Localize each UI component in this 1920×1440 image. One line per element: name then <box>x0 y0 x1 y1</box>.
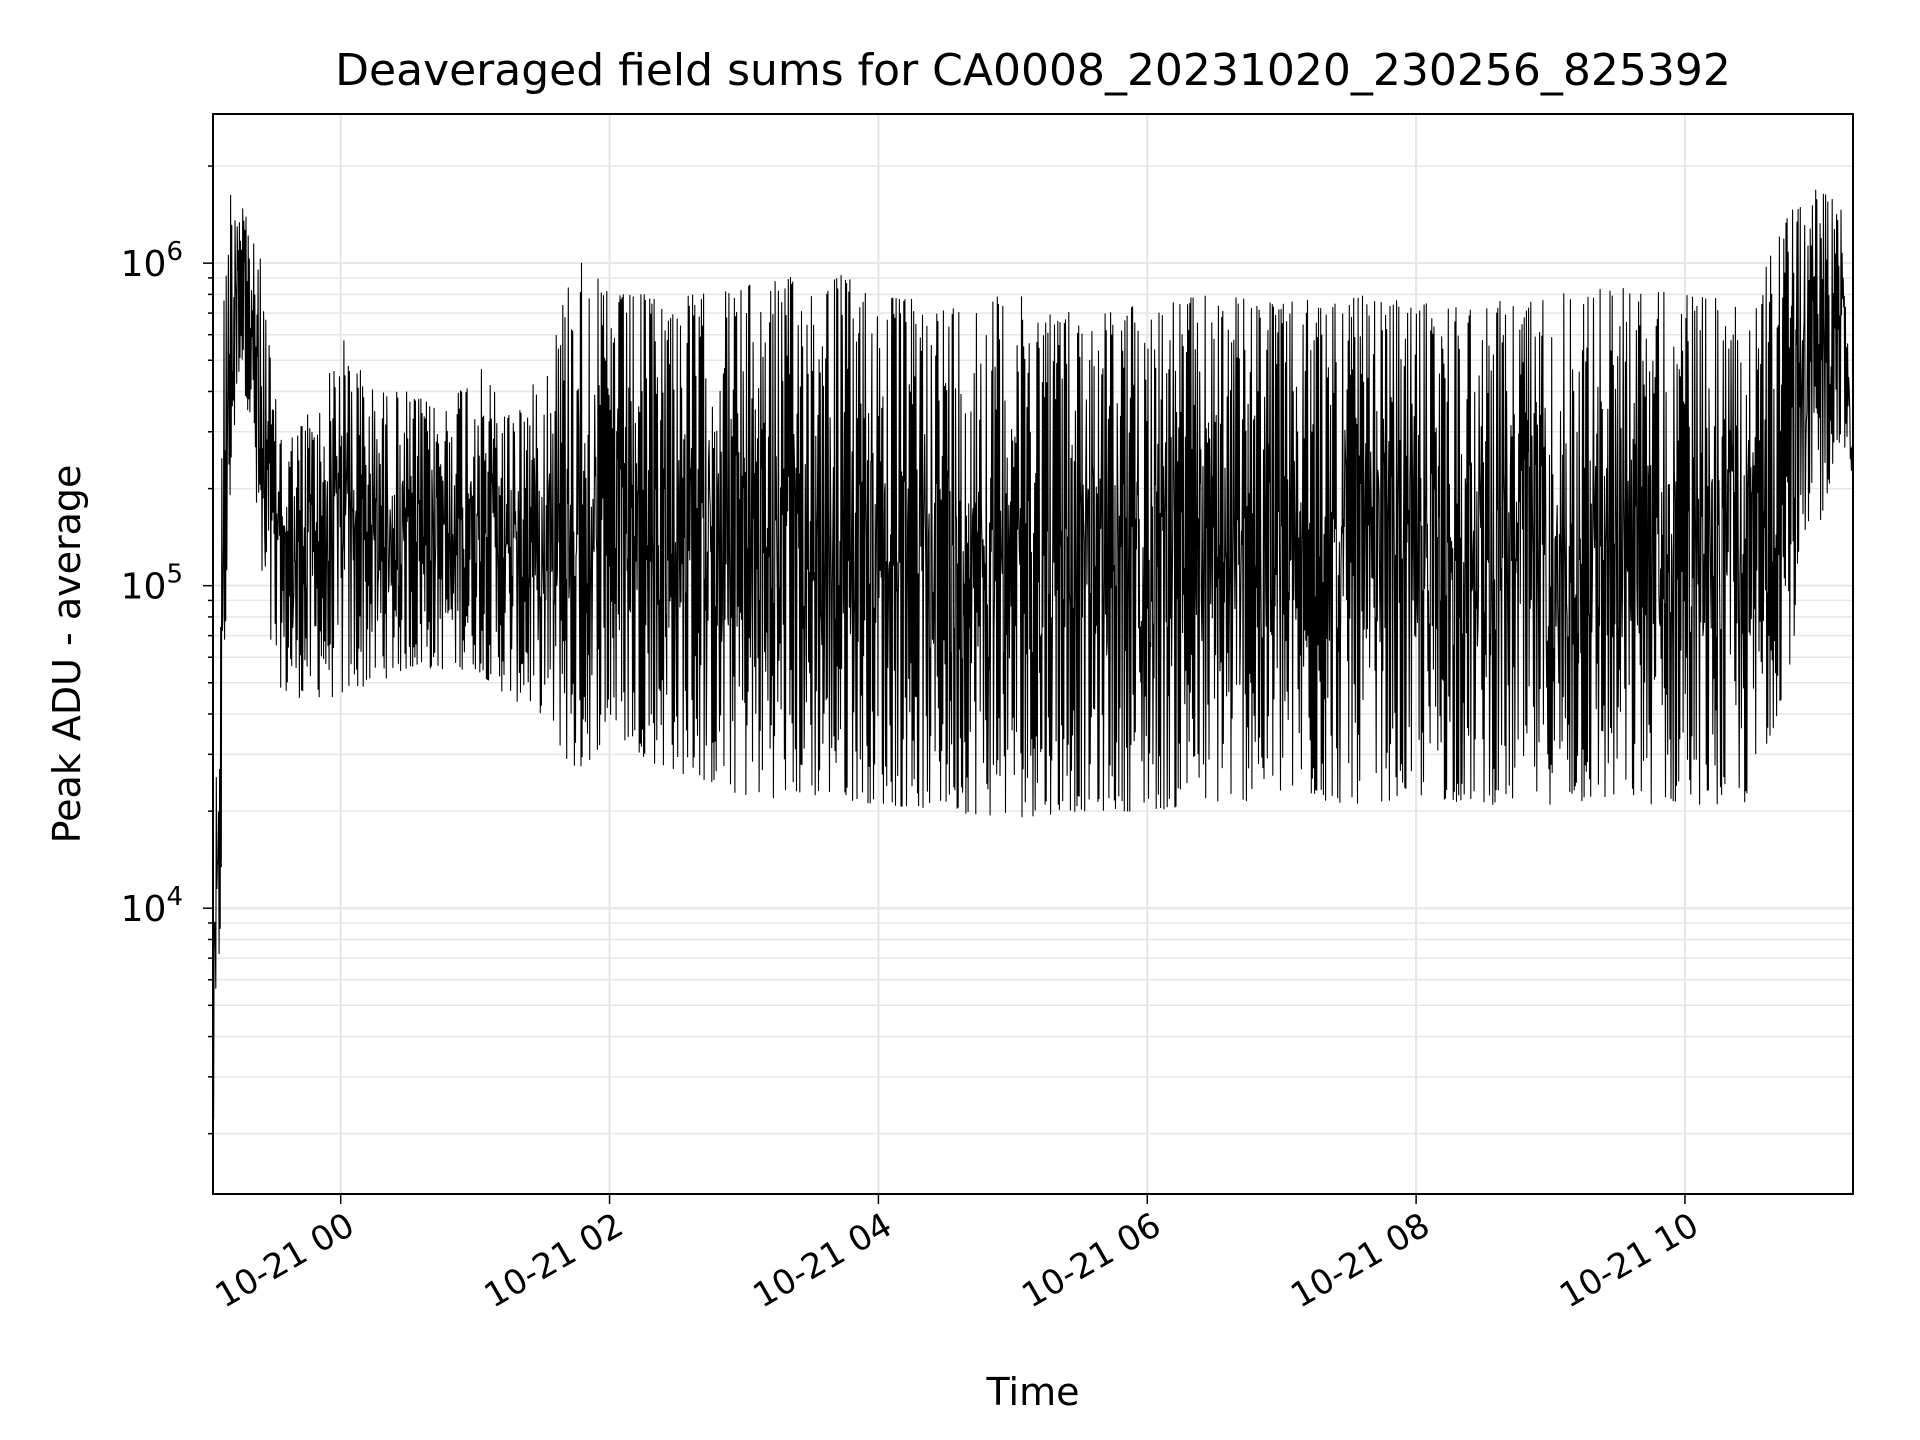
plot-frame <box>212 113 1854 1195</box>
y-tick-label: 105 <box>121 560 183 608</box>
x-axis-label: Time <box>986 1370 1080 1414</box>
series-layer <box>212 189 1854 1120</box>
y-axis-label: Peak ADU - average <box>45 465 89 844</box>
chart-title: Deaveraged field sums for CA0008_2023102… <box>335 45 1731 96</box>
series-line <box>212 189 1854 1120</box>
y-tick-label: 106 <box>121 237 183 285</box>
y-tick-label: 104 <box>121 882 183 930</box>
